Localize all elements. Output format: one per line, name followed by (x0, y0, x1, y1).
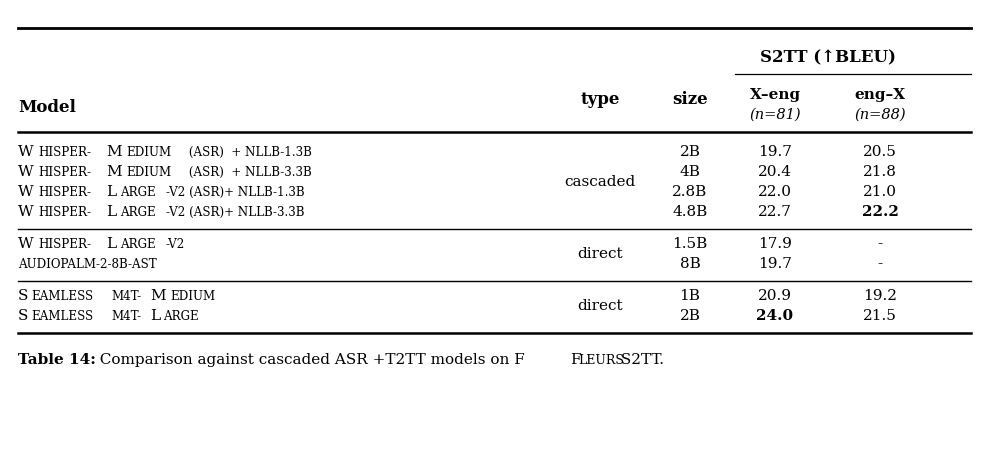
Text: M4T-: M4T- (112, 309, 141, 323)
Text: 8B: 8B (679, 257, 700, 271)
Text: AUDIOPALM-2-8B-AST: AUDIOPALM-2-8B-AST (18, 257, 156, 271)
Text: EAMLESS: EAMLESS (32, 289, 94, 303)
Text: S2TT.: S2TT. (616, 353, 664, 367)
Text: 19.7: 19.7 (758, 145, 792, 159)
Text: Model: Model (18, 99, 76, 116)
Text: ARGE: ARGE (163, 309, 199, 323)
Text: 17.9: 17.9 (758, 237, 792, 251)
Text: -: - (877, 237, 882, 251)
Text: (ASR)  + NLLB-1.3B: (ASR) + NLLB-1.3B (185, 146, 312, 158)
Text: ARGE: ARGE (120, 205, 155, 219)
Text: HISPER-: HISPER- (39, 166, 91, 178)
Text: L: L (107, 237, 117, 251)
Text: 4.8B: 4.8B (673, 205, 707, 219)
Text: W: W (18, 237, 34, 251)
Text: LEURS: LEURS (578, 353, 624, 367)
Text: Comparison against cascaded ASR +T2TT models on F: Comparison against cascaded ASR +T2TT mo… (90, 353, 525, 367)
Text: 19.7: 19.7 (758, 257, 792, 271)
Text: 1.5B: 1.5B (673, 237, 707, 251)
Text: eng–X: eng–X (854, 88, 906, 102)
Text: X–eng: X–eng (750, 88, 800, 102)
Text: W: W (18, 185, 34, 199)
Text: 21.8: 21.8 (863, 165, 897, 179)
Text: W: W (18, 165, 34, 179)
Text: 20.9: 20.9 (758, 289, 792, 303)
Text: -V2: -V2 (166, 237, 185, 251)
Text: HISPER-: HISPER- (39, 146, 91, 158)
Text: 2.8B: 2.8B (673, 185, 707, 199)
Text: cascaded: cascaded (565, 175, 636, 189)
Text: M: M (150, 289, 166, 303)
Text: L: L (107, 205, 117, 219)
Text: S: S (18, 289, 29, 303)
Text: 2B: 2B (679, 309, 700, 323)
Text: ARGE: ARGE (120, 185, 155, 199)
Text: (n=81): (n=81) (750, 108, 801, 122)
Text: L: L (107, 185, 117, 199)
Text: 21.5: 21.5 (863, 309, 897, 323)
Text: (ASR)  + NLLB-3.3B: (ASR) + NLLB-3.3B (185, 166, 312, 178)
Text: 22.0: 22.0 (758, 185, 792, 199)
Text: EAMLESS: EAMLESS (32, 309, 94, 323)
Text: 1B: 1B (679, 289, 700, 303)
Text: HISPER-: HISPER- (39, 185, 91, 199)
Text: M4T-: M4T- (112, 289, 141, 303)
Text: W: W (18, 205, 34, 219)
Text: 21.0: 21.0 (863, 185, 897, 199)
Text: EDIUM: EDIUM (170, 289, 216, 303)
Text: HISPER-: HISPER- (39, 205, 91, 219)
Text: W: W (18, 145, 34, 159)
Text: M: M (107, 165, 123, 179)
Text: F: F (570, 353, 581, 367)
Text: 22.7: 22.7 (758, 205, 792, 219)
Text: 20.5: 20.5 (863, 145, 897, 159)
Text: Table 14:: Table 14: (18, 353, 96, 367)
Text: 24.0: 24.0 (757, 309, 793, 323)
Text: S2TT (↑BLEU): S2TT (↑BLEU) (760, 50, 896, 67)
Text: M: M (107, 145, 123, 159)
Text: S: S (18, 309, 29, 323)
Text: 4B: 4B (679, 165, 700, 179)
Text: ARGE: ARGE (120, 237, 155, 251)
Text: -V2 (ASR)+ NLLB-1.3B: -V2 (ASR)+ NLLB-1.3B (166, 185, 305, 199)
Text: EDIUM: EDIUM (127, 166, 172, 178)
Text: 22.2: 22.2 (861, 205, 898, 219)
Text: L: L (150, 309, 160, 323)
Text: (n=88): (n=88) (854, 108, 906, 122)
Text: type: type (581, 91, 620, 108)
Text: EDIUM: EDIUM (127, 146, 172, 158)
Text: -V2 (ASR)+ NLLB-3.3B: -V2 (ASR)+ NLLB-3.3B (166, 205, 305, 219)
Text: -: - (877, 257, 882, 271)
Text: 20.4: 20.4 (758, 165, 792, 179)
Text: direct: direct (578, 247, 623, 261)
Text: 2B: 2B (679, 145, 700, 159)
Text: 19.2: 19.2 (863, 289, 897, 303)
Text: size: size (673, 91, 708, 108)
Text: HISPER-: HISPER- (39, 237, 91, 251)
Text: direct: direct (578, 299, 623, 313)
